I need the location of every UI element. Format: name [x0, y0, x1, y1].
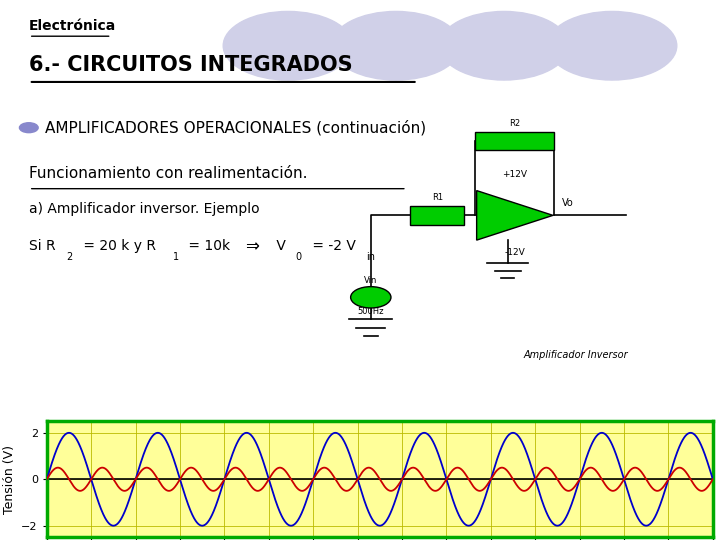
- Text: Amplificador Inversor: Amplificador Inversor: [523, 350, 629, 360]
- Text: 1v: 1v: [362, 287, 379, 300]
- FancyBboxPatch shape: [475, 132, 554, 150]
- Circle shape: [439, 11, 569, 80]
- Text: +: +: [488, 200, 496, 210]
- Text: = 20 k y R: = 20 k y R: [79, 239, 156, 253]
- Text: Vin: Vin: [364, 276, 377, 285]
- FancyBboxPatch shape: [410, 206, 464, 225]
- Text: R2: R2: [509, 119, 521, 128]
- Circle shape: [547, 11, 677, 80]
- Text: R1: R1: [432, 193, 443, 202]
- Circle shape: [223, 11, 353, 80]
- Y-axis label: Tensión (V): Tensión (V): [3, 445, 16, 514]
- Text: AMPLIFICADORES OPERACIONALES (continuación): AMPLIFICADORES OPERACIONALES (continuaci…: [45, 120, 426, 136]
- Text: 0: 0: [295, 252, 302, 262]
- Text: -12V: -12V: [505, 248, 525, 256]
- Text: Electrónica: Electrónica: [29, 19, 116, 33]
- Text: in: in: [366, 252, 374, 262]
- Text: V: V: [272, 239, 286, 253]
- Text: Funcionamiento con realimentación.: Funcionamiento con realimentación.: [29, 166, 307, 181]
- Polygon shape: [477, 191, 553, 240]
- Text: −: −: [488, 219, 496, 229]
- Text: 10k: 10k: [430, 208, 445, 217]
- Text: 6.- CIRCUITOS INTEGRADOS: 6.- CIRCUITOS INTEGRADOS: [29, 55, 352, 75]
- Circle shape: [331, 11, 461, 80]
- Text: 1: 1: [173, 252, 179, 262]
- Text: a) Amplificador inversor. Ejemplo: a) Amplificador inversor. Ejemplo: [29, 202, 259, 216]
- Text: 500Hz: 500Hz: [358, 307, 384, 316]
- Text: ⇒: ⇒: [245, 237, 258, 255]
- Text: = -2 V: = -2 V: [308, 239, 356, 253]
- Text: = 10k: = 10k: [184, 239, 234, 253]
- Text: Vo: Vo: [562, 198, 573, 208]
- Text: +12V: +12V: [503, 170, 527, 179]
- Circle shape: [19, 123, 38, 133]
- Text: 2: 2: [66, 252, 73, 262]
- Text: Si R: Si R: [29, 239, 55, 253]
- Circle shape: [351, 287, 391, 308]
- Text: 20k: 20k: [507, 134, 523, 143]
